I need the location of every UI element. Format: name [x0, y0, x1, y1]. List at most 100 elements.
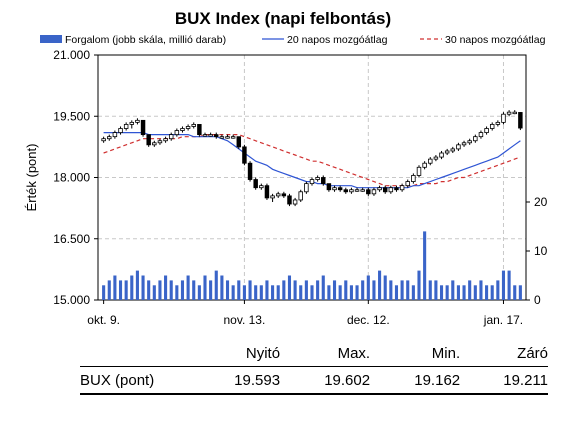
y-tick-label: 21.000 [53, 48, 90, 62]
volume-bar [361, 280, 365, 300]
volume-bar [271, 285, 275, 300]
volume-bar [259, 285, 263, 300]
table-header-close: Záró [517, 344, 548, 362]
price-table: Nyitó Max. Min. Záró BUX (pont) 19.593 1… [80, 340, 548, 395]
volume-bar [225, 280, 230, 300]
volume-tick-label: 20 [534, 195, 548, 209]
volume-bar [389, 280, 393, 300]
volume-bar [209, 280, 213, 300]
volume-bar [113, 275, 117, 300]
table-header-row: Nyitó Max. Min. Záró [80, 340, 548, 367]
volume-bar [518, 285, 522, 300]
volume-bar [366, 275, 370, 300]
volume-bar [135, 270, 139, 300]
candle-body [343, 189, 349, 193]
candle-body [360, 189, 365, 192]
candle-body [411, 175, 416, 182]
candle-body [259, 185, 264, 189]
volume-bar [147, 280, 151, 300]
candle-body [253, 179, 258, 189]
volume-bar [186, 275, 190, 300]
candle-body [298, 191, 303, 201]
candle-body [101, 138, 106, 142]
volume-bar [327, 285, 331, 300]
volume-bar [513, 285, 517, 300]
volume-bar [383, 275, 387, 300]
candle-body [321, 177, 326, 185]
volume-bar [490, 285, 494, 300]
candle-body [270, 195, 275, 199]
candle-body [152, 142, 157, 146]
volume-bar [192, 280, 196, 300]
volume-bar [332, 280, 337, 300]
candle-body [506, 111, 512, 115]
volume-bar [372, 280, 376, 300]
candle-body [422, 162, 427, 168]
volume-bar [349, 285, 353, 300]
table-cell-max: 19.602 [280, 366, 371, 395]
volume-bar [462, 285, 466, 300]
candle-body [405, 181, 410, 187]
volume-bar [237, 280, 241, 300]
volume-bar [248, 280, 252, 300]
volume-bar [175, 285, 179, 300]
volume-bar [507, 270, 511, 300]
volume-bar [158, 280, 162, 300]
candle-body [501, 113, 506, 123]
volume-bar [254, 285, 258, 300]
candle-body [129, 121, 135, 125]
volume-bar [394, 285, 399, 300]
candle-body [242, 146, 247, 164]
legend-swatch-volume [40, 35, 62, 43]
volume-bar [479, 280, 483, 300]
table-cell-open: 19.593 [190, 366, 281, 395]
candle-body [264, 185, 270, 199]
candle-body [399, 185, 405, 191]
candle-body [112, 132, 118, 138]
candle-body [478, 132, 484, 138]
candle-body [140, 119, 146, 136]
volume-tick-label: 0 [534, 293, 541, 307]
candle-body [512, 111, 517, 115]
candle-body [247, 162, 253, 180]
volume-bar [164, 275, 168, 300]
y-tick-label: 18.000 [53, 171, 90, 185]
volume-bar [417, 270, 421, 300]
candle-body [366, 189, 371, 195]
candle-body [349, 189, 354, 193]
volume-bar [276, 285, 280, 300]
candle-body [185, 126, 191, 129]
candle-body [428, 158, 433, 164]
volume-bar [439, 285, 444, 300]
table-header-min: Min. [431, 344, 461, 362]
candle-body [473, 136, 478, 142]
candle-body [208, 134, 213, 137]
volume-bar [293, 280, 297, 300]
legend-label-volume: Forgalom (jobb skála, millió darab) [65, 34, 226, 46]
table-header-max: Max. [337, 344, 371, 362]
candle-body [450, 148, 456, 152]
volume-bar [130, 275, 134, 300]
candle-body [168, 134, 174, 140]
y-tick-label: 15.000 [53, 293, 90, 307]
volume-bar [406, 280, 410, 300]
table-cell-close: 19.211 [460, 366, 548, 395]
volume-bar [423, 231, 427, 300]
volume-bar [107, 280, 111, 300]
candle-body [214, 134, 219, 138]
table-header-open: Nyitó [245, 344, 281, 362]
candle-body [467, 140, 472, 144]
candle-body [326, 183, 332, 191]
volume-bar [242, 285, 246, 300]
x-tick-label: dec. 12. [347, 313, 390, 327]
candle-body [309, 179, 315, 185]
candle-body [275, 193, 281, 197]
y-tick-label: 19.500 [53, 109, 90, 123]
candle-body [456, 144, 461, 150]
volume-bar [220, 275, 224, 300]
y-axis-label: Érték (pont) [24, 144, 39, 212]
volume-bar [434, 280, 438, 300]
candle-body [518, 112, 523, 129]
candle-body [135, 119, 140, 123]
